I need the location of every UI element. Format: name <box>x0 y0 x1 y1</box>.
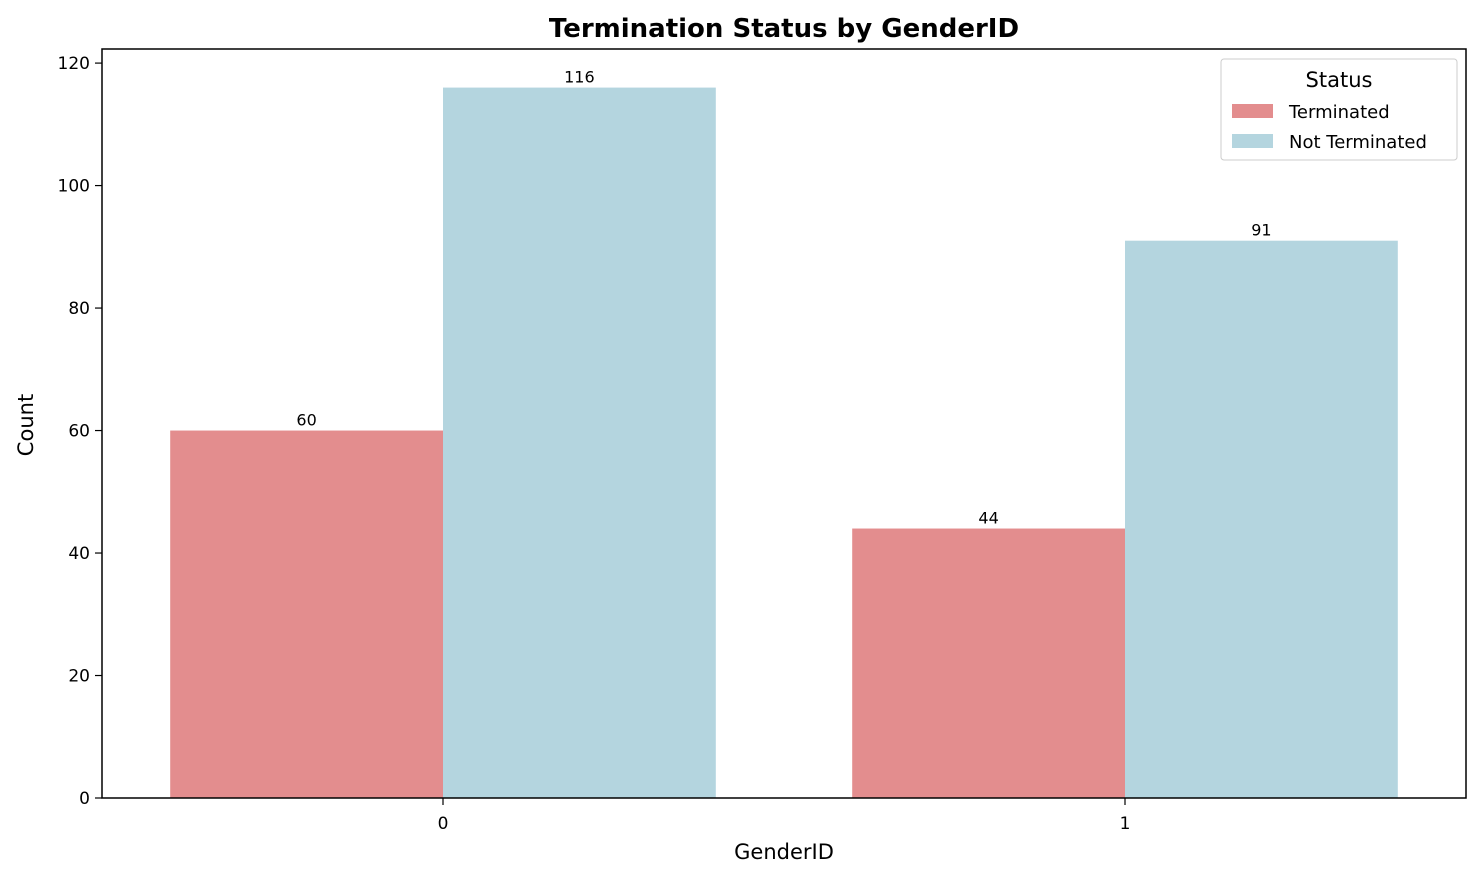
data-label-not-terminated-1: 91 <box>1251 221 1271 240</box>
legend: Status Terminated Not Terminated <box>1220 58 1458 161</box>
data-label-not-terminated-0: 116 <box>564 68 595 87</box>
plot-frame <box>101 48 1467 799</box>
legend-swatch-not-terminated <box>1232 134 1273 148</box>
data-label-terminated-1: 44 <box>978 509 998 528</box>
data-labels-layer: 60 44 116 91 <box>296 68 1271 528</box>
bar-not-terminated-0 <box>443 87 716 798</box>
legend-swatch-terminated <box>1232 104 1273 118</box>
y-tick-label: 100 <box>58 177 90 197</box>
legend-title: Status <box>1306 68 1373 92</box>
legend-label-terminated: Terminated <box>1288 102 1390 123</box>
y-tick-label: 20 <box>68 667 90 687</box>
bar-terminated-0 <box>170 430 443 798</box>
bar-not-terminated-1 <box>1125 240 1398 798</box>
x-tick-label: 1 <box>1120 814 1131 834</box>
bars-layer <box>170 87 1398 798</box>
x-axis-label: GenderID <box>734 840 834 864</box>
y-tick-label: 40 <box>68 544 90 564</box>
x-tick-label: 0 <box>438 814 449 834</box>
y-tick-label: 60 <box>68 422 90 442</box>
data-label-terminated-0: 60 <box>296 411 316 430</box>
y-axis: 0 20 40 60 80 100 120 <box>58 54 102 809</box>
y-tick-label: 80 <box>68 299 90 319</box>
chart-title: Termination Status by GenderID <box>549 14 1019 44</box>
y-axis-label: Count <box>14 394 38 456</box>
legend-label-not-terminated: Not Terminated <box>1289 132 1427 153</box>
legend-frame <box>1220 58 1458 161</box>
bar-terminated-1 <box>852 528 1125 798</box>
y-tick-label: 120 <box>58 54 90 74</box>
y-tick-label: 0 <box>79 789 90 809</box>
